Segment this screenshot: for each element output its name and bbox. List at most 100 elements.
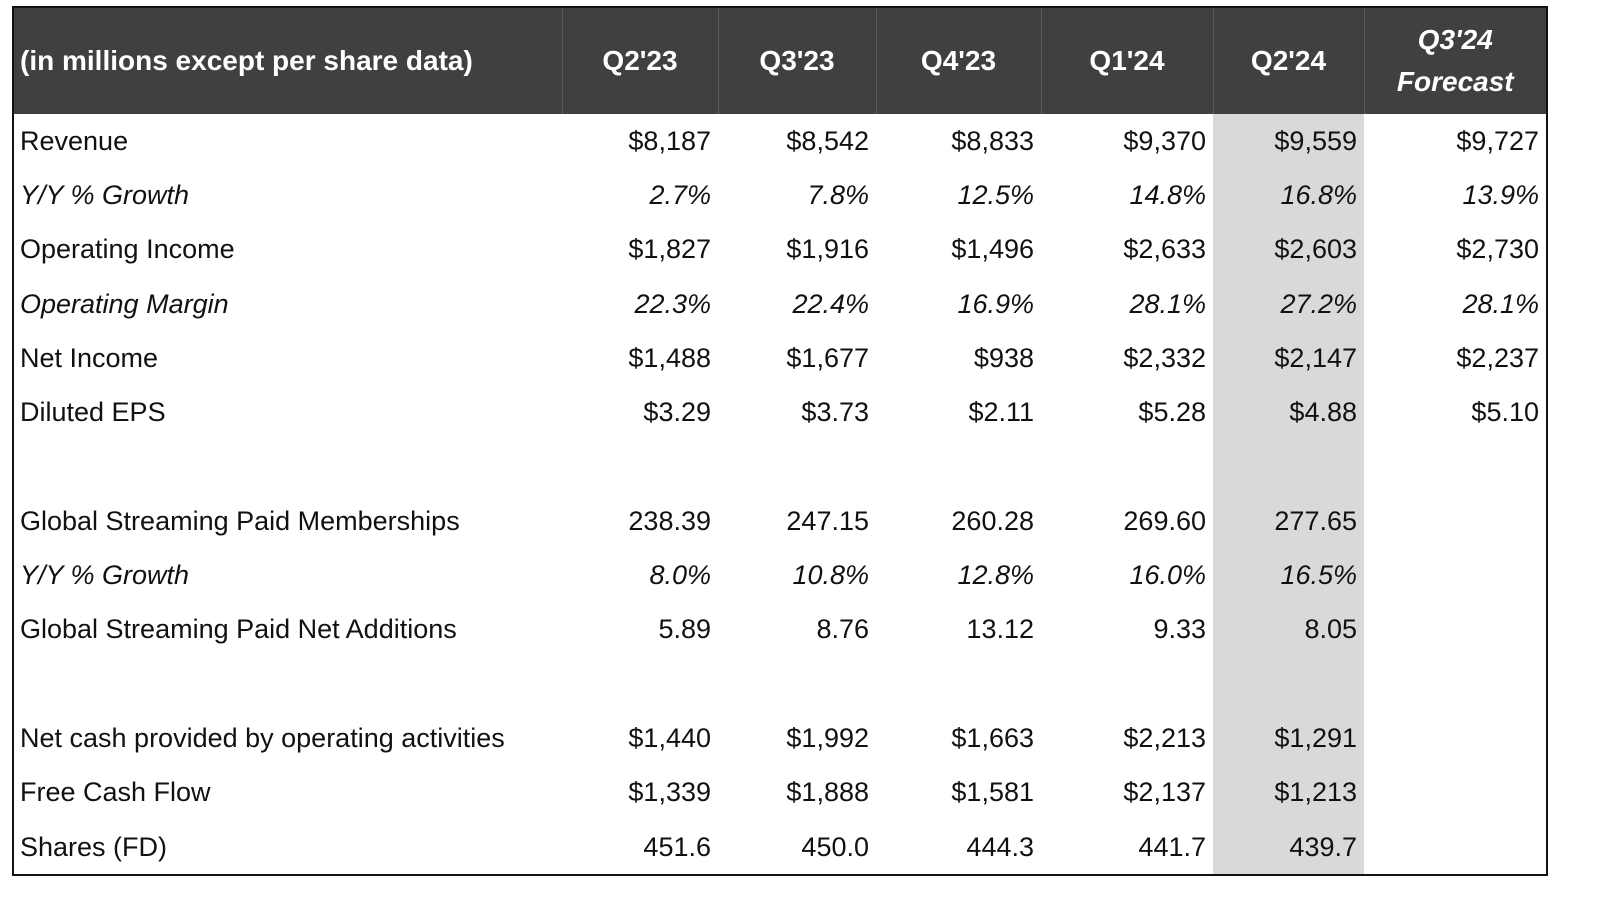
- spacer-cell: [876, 657, 1041, 711]
- cell-value: 9.33: [1153, 614, 1206, 645]
- table-row: Net Income $1,488 $1,677 $938 $2,332 $2,…: [14, 331, 1546, 386]
- cell-value: $1,827: [628, 234, 711, 265]
- row-label: Global Streaming Paid Net Additions: [20, 614, 457, 645]
- cell-value: $2,332: [1123, 342, 1206, 373]
- cell-value-forecast: [1364, 603, 1546, 657]
- row-label: Operating Margin: [20, 288, 229, 319]
- spacer-cell: [562, 440, 718, 494]
- table-row: Operating Income $1,827 $1,916 $1,496 $2…: [14, 222, 1546, 277]
- cell-value: 8.0%: [649, 560, 711, 591]
- cell-value-highlighted: 439.7: [1213, 819, 1364, 875]
- table-row: Revenue $8,187 $8,542 $8,833 $9,370 $9,5…: [14, 114, 1546, 169]
- header-quarter: Q1'24: [1041, 8, 1214, 114]
- header-row: (in millions except per share data) Q2'2…: [14, 8, 1546, 114]
- spacer-cell: [876, 440, 1041, 494]
- cell-value-highlighted: $1,291: [1213, 711, 1364, 766]
- cell-value-forecast: [1364, 766, 1546, 820]
- cell-value: $2,633: [1123, 234, 1206, 265]
- cell-value: $1,916: [786, 234, 869, 265]
- cell-value-forecast: [1364, 711, 1546, 765]
- cell-value-highlighted: 27.2%: [1213, 276, 1364, 332]
- row-label: Revenue: [20, 125, 129, 156]
- cell-value: 247.15: [786, 505, 869, 536]
- row-label: Y/Y % Growth: [20, 560, 190, 591]
- spacer-cell: [14, 657, 562, 711]
- spacer-cell: [1041, 440, 1213, 494]
- cell-value-highlighted: $2,603: [1213, 222, 1364, 277]
- row-label: Y/Y % Growth: [20, 179, 190, 210]
- cell-value: 12.8%: [957, 560, 1034, 591]
- header-forecast-quarter: Q3'24: [1417, 24, 1493, 55]
- spacer-cell: [1364, 657, 1546, 711]
- cell-value: $2,213: [1123, 722, 1206, 753]
- header-quarter: Q2'23: [562, 8, 719, 114]
- cell-value: 13.12: [966, 614, 1034, 645]
- cell-value: 2.7%: [649, 179, 711, 210]
- cell-value-forecast: [1364, 548, 1546, 602]
- spacer-cell: [718, 440, 876, 494]
- cell-value: 14.8%: [1129, 179, 1206, 210]
- cell-value: $1,339: [628, 777, 711, 808]
- row-label: Operating Income: [20, 234, 235, 265]
- cell-value-highlighted: 16.5%: [1213, 548, 1364, 603]
- cell-value: $1,663: [951, 722, 1034, 753]
- table-row: Free Cash Flow $1,339 $1,888 $1,581 $2,1…: [14, 765, 1546, 820]
- cell-value: 12.5%: [957, 179, 1034, 210]
- cell-value-highlighted: $2,147: [1213, 331, 1364, 386]
- cell-value-highlighted: $9,559: [1213, 114, 1364, 169]
- spacer-cell: [14, 440, 562, 494]
- cell-value: $1,496: [951, 234, 1034, 265]
- row-label: Free Cash Flow: [20, 777, 211, 808]
- cell-value-forecast: 13.9%: [1462, 179, 1539, 210]
- cell-value: 8.76: [816, 614, 869, 645]
- cell-value: $938: [973, 342, 1034, 373]
- cell-value-highlighted: $4.88: [1213, 385, 1364, 440]
- spacer-cell: [718, 657, 876, 711]
- cell-value: 10.8%: [792, 560, 869, 591]
- cell-value: $8,187: [628, 125, 711, 156]
- header-label: (in millions except per share data): [14, 8, 563, 114]
- cell-value: $5.28: [1138, 397, 1206, 428]
- cell-value: $9,370: [1123, 125, 1206, 156]
- cell-value-forecast: $2,730: [1456, 234, 1539, 265]
- cell-value-forecast: $9,727: [1456, 125, 1539, 156]
- cell-value: $1,677: [786, 342, 869, 373]
- cell-value: 441.7: [1138, 831, 1206, 862]
- financial-summary-table-frame: (in millions except per share data) Q2'2…: [12, 6, 1548, 876]
- cell-value-forecast: $5.10: [1471, 397, 1539, 428]
- cell-value: 260.28: [951, 505, 1034, 536]
- cell-value: 5.89: [658, 614, 711, 645]
- row-label: Shares (FD): [20, 831, 168, 862]
- cell-value: $1,440: [628, 722, 711, 753]
- cell-value: $2,137: [1123, 777, 1206, 808]
- cell-value: 450.0: [801, 831, 869, 862]
- header-forecast-label: Forecast: [1396, 66, 1514, 97]
- cell-value: $2.11: [968, 397, 1034, 428]
- cell-value: 7.8%: [807, 179, 869, 210]
- cell-value: $3.29: [643, 397, 711, 428]
- header-quarter: Q2'24: [1213, 8, 1365, 114]
- cell-value-highlighted: $1,213: [1213, 765, 1364, 820]
- cell-value: $1,488: [628, 342, 711, 373]
- cell-value-highlighted: 16.8%: [1213, 168, 1364, 223]
- row-label: Net Income: [20, 342, 159, 373]
- cell-value: 238.39: [628, 505, 711, 536]
- table-row: Global Streaming Paid Memberships 238.39…: [14, 494, 1546, 549]
- cell-value: 444.3: [966, 831, 1034, 862]
- cell-value: $3.73: [801, 397, 869, 428]
- table-row: Y/Y % Growth 2.7% 7.8% 12.5% 14.8% 16.8%…: [14, 168, 1546, 223]
- spacer-cell: [1041, 657, 1213, 711]
- cell-value: $1,581: [951, 777, 1034, 808]
- cell-value: 22.3%: [634, 288, 711, 319]
- cell-value-forecast: [1364, 820, 1546, 874]
- table-row: Global Streaming Paid Net Additions 5.89…: [14, 602, 1546, 657]
- table-row: Y/Y % Growth 8.0% 10.8% 12.8% 16.0% 16.5…: [14, 548, 1546, 603]
- cell-value: $8,542: [786, 125, 869, 156]
- spacer-cell-highlighted: [1213, 656, 1364, 712]
- cell-value: 28.1%: [1129, 288, 1206, 319]
- cell-value: 22.4%: [792, 288, 869, 319]
- row-label: Net cash provided by operating activitie…: [20, 722, 505, 753]
- table-row: Net cash provided by operating activitie…: [14, 711, 1546, 766]
- cell-value-highlighted: 277.65: [1213, 494, 1364, 549]
- header-forecast: Q3'24 Forecast: [1364, 8, 1546, 114]
